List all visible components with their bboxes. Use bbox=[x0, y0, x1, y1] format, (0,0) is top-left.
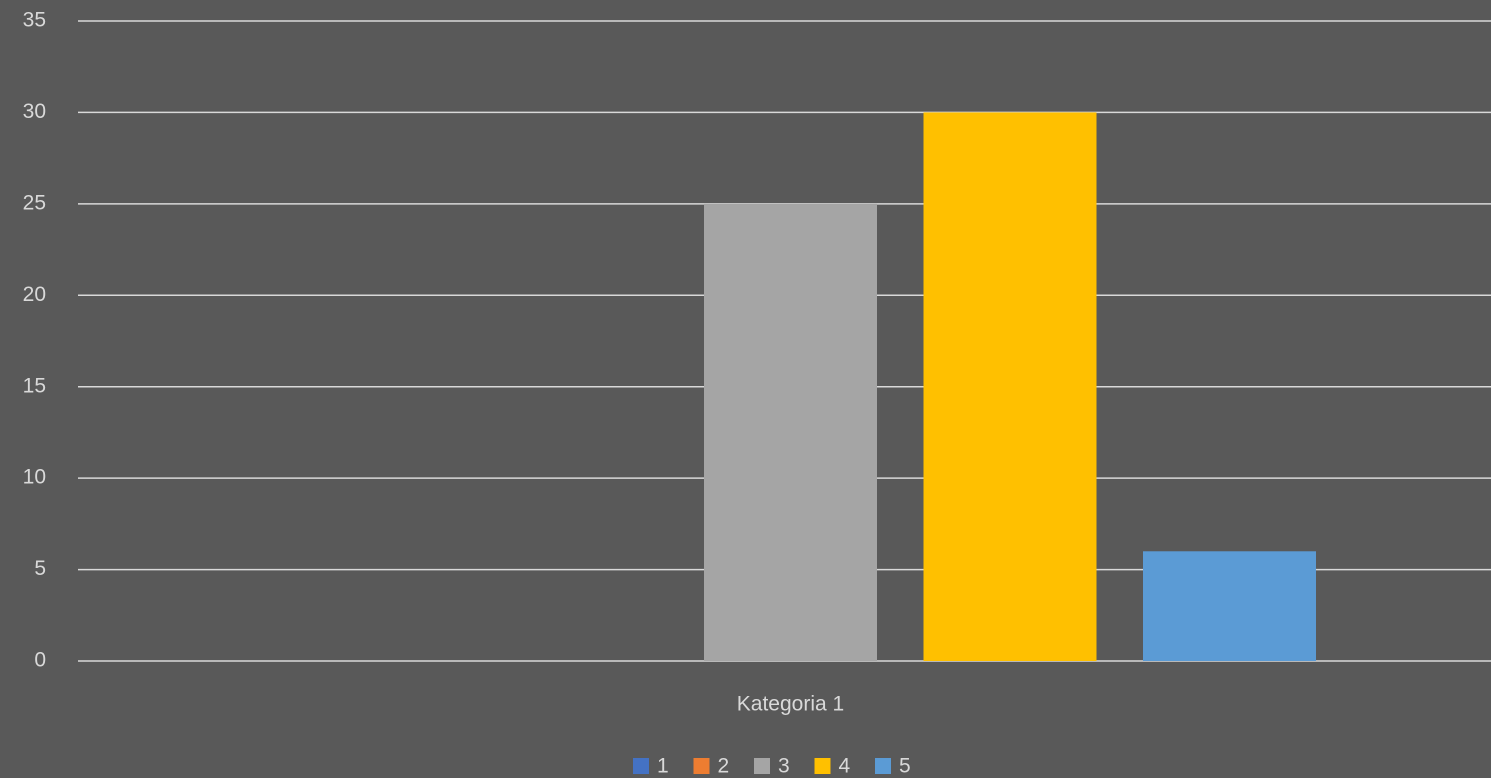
legend-swatch bbox=[814, 758, 831, 774]
legend-label: 3 bbox=[778, 755, 790, 778]
y-tick-label: 35 bbox=[23, 9, 46, 32]
legend-swatch bbox=[875, 758, 891, 774]
bar bbox=[1143, 551, 1316, 661]
legend-label: 1 bbox=[657, 755, 669, 778]
bar bbox=[704, 203, 877, 661]
legend-swatch bbox=[754, 758, 770, 774]
legend-swatch bbox=[633, 758, 649, 774]
y-tick-label: 10 bbox=[23, 466, 46, 489]
y-tick-label: 0 bbox=[34, 649, 46, 672]
y-tick-label: 25 bbox=[23, 191, 46, 214]
y-tick-label: 20 bbox=[23, 283, 46, 306]
bar bbox=[923, 112, 1097, 661]
legend-swatch bbox=[693, 758, 710, 774]
y-tick-label: 5 bbox=[34, 557, 46, 580]
legend-label: 2 bbox=[718, 755, 730, 778]
y-tick-label: 30 bbox=[23, 100, 46, 123]
legend-label: 4 bbox=[839, 755, 851, 778]
legend-label: 5 bbox=[899, 755, 911, 778]
y-tick-label: 15 bbox=[23, 374, 46, 397]
x-tick-label: Kategoria 1 bbox=[737, 693, 844, 716]
